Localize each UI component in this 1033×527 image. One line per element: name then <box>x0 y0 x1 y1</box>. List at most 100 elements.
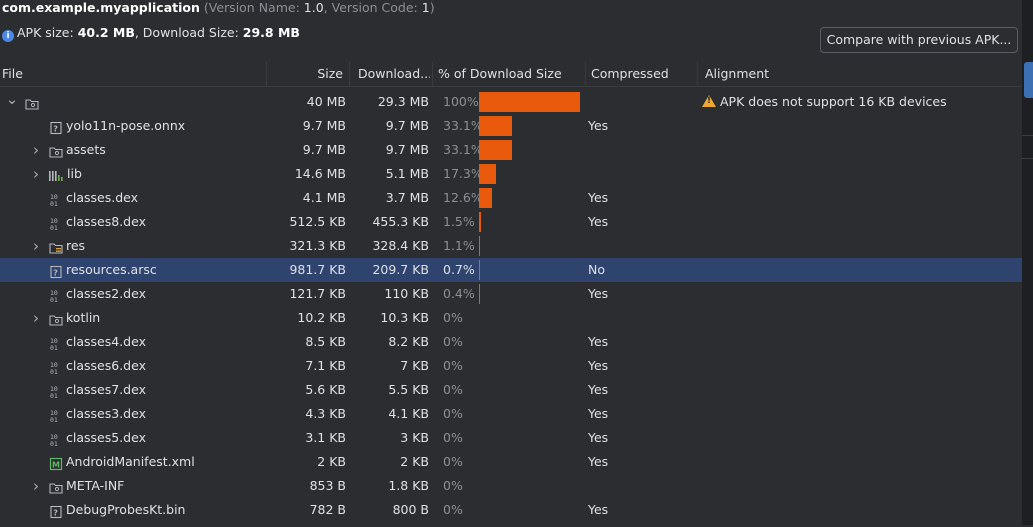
chevron-right-icon[interactable]: › <box>33 237 39 255</box>
folder-icon <box>49 311 63 326</box>
svg-text:10: 10 <box>50 385 58 393</box>
file-name: classes.dex <box>66 190 139 205</box>
table-row[interactable]: › assets 9.7 MB 9.7 MB 33.1% <box>0 138 1022 162</box>
column-divider[interactable] <box>266 62 267 86</box>
file-name: classes3.dex <box>66 406 146 421</box>
svg-text:01: 01 <box>50 416 58 423</box>
unknown-file-icon: ? <box>49 119 63 135</box>
folder-icon <box>49 479 63 494</box>
dex-icon: 10 01 <box>49 215 63 232</box>
svg-text:?: ? <box>53 268 58 277</box>
table-row[interactable]: › kotlin 10.2 KB 10.3 KB 0% <box>0 306 1022 330</box>
download-size-bar <box>479 116 512 136</box>
column-header-percent[interactable]: % of Download Size <box>438 66 562 81</box>
download-size-value: 5.1 MB <box>385 166 429 181</box>
percent-value: 0.7% <box>443 262 475 277</box>
size-value: 10.2 KB <box>297 310 346 325</box>
chevron-right-icon[interactable]: › <box>33 477 39 495</box>
percent-value: 0% <box>443 478 463 493</box>
column-divider[interactable] <box>697 62 698 86</box>
column-header-compressed[interactable]: Compressed <box>591 66 669 81</box>
percent-value: 0% <box>443 334 463 349</box>
percent-value: 0% <box>443 454 463 469</box>
size-value: 782 B <box>309 502 346 517</box>
file-name: lib <box>67 166 82 181</box>
divider <box>1022 158 1033 159</box>
table-row[interactable]: ? resources.arsc 981.7 KB 209.7 KB 0.7% No <box>0 258 1022 282</box>
column-headers: File Size Download... % of Download Size… <box>0 62 1022 87</box>
download-size-value: 110 KB <box>384 286 429 301</box>
size-value: 5.6 KB <box>305 382 346 397</box>
size-value: 853 B <box>309 478 346 493</box>
apk-title: com.example.myapplication (Version Name:… <box>2 0 435 15</box>
unknown-file-icon: ? <box>49 263 63 279</box>
percent-value: 0% <box>443 406 463 421</box>
percent-value: 33.1% <box>443 118 483 133</box>
table-row[interactable]: ? DebugProbesKt.bin 782 B 800 B 0% Yes <box>0 498 1022 522</box>
table-row[interactable]: › res 321.3 KB 328.4 KB 1.1% <box>0 234 1022 258</box>
file-name: assets <box>66 142 106 157</box>
table-row[interactable]: 10 01 classes6.dex 7.1 KB 7 KB 0% Yes <box>0 354 1022 378</box>
download-size-value: 29.8 MB <box>242 25 300 40</box>
size-value: 4.3 KB <box>305 406 346 421</box>
table-row[interactable]: › lib 14.6 MB 5.1 MB 17.3% <box>0 162 1022 186</box>
table-row[interactable]: 10 01 classes3.dex 4.3 KB 4.1 KB 0% Yes <box>0 402 1022 426</box>
version-code: 1 <box>421 0 430 15</box>
download-size-bar <box>479 284 480 304</box>
table-row[interactable]: ? yolo11n-pose.onnx 9.7 MB 9.7 MB 33.1% Yes <box>0 114 1022 138</box>
compressed-value: No <box>588 262 605 277</box>
chevron-down-icon[interactable]: ⌄ <box>5 90 19 108</box>
percent-value: 17.3% <box>443 166 483 181</box>
side-tool-tab[interactable] <box>1024 62 1033 98</box>
size-value: 512.5 KB <box>289 214 346 229</box>
table-row[interactable]: ⌄ 40 MB 29.3 MB 100%! APK does not support 1… <box>0 90 1022 114</box>
svg-text:M: M <box>52 461 60 470</box>
file-tree-table[interactable]: ⌄ 40 MB 29.3 MB 100%! APK does not support 1… <box>0 90 1022 522</box>
table-row[interactable]: 10 01 classes8.dex 512.5 KB 455.3 KB 1.5% Yes <box>0 210 1022 234</box>
column-header-download[interactable]: Download... <box>358 66 430 81</box>
size-value: 4.1 MB <box>302 190 346 205</box>
file-name: classes7.dex <box>66 382 146 397</box>
column-divider[interactable] <box>349 62 350 86</box>
chevron-right-icon[interactable]: › <box>33 141 39 159</box>
size-value: 9.7 MB <box>302 142 346 157</box>
svg-text:?: ? <box>53 124 58 133</box>
file-name: META-INF <box>66 478 125 493</box>
table-row[interactable]: › META-INF 853 B 1.8 KB 0% <box>0 474 1022 498</box>
download-size-bar <box>479 92 580 112</box>
column-header-alignment[interactable]: Alignment <box>705 66 770 81</box>
svg-text:10: 10 <box>50 289 58 297</box>
dex-icon: 10 01 <box>49 383 63 400</box>
chevron-right-icon[interactable]: › <box>33 165 39 183</box>
column-header-file[interactable]: File <box>2 66 23 81</box>
column-header-size[interactable]: Size <box>317 66 343 81</box>
file-name: res <box>66 238 86 253</box>
compressed-value: Yes <box>588 286 609 301</box>
table-row[interactable]: 10 01 classes5.dex 3.1 KB 3 KB 0% Yes <box>0 426 1022 450</box>
svg-text:10: 10 <box>50 337 58 345</box>
percent-value: 0% <box>443 310 463 325</box>
alignment-text: APK does not support 16 KB devices <box>720 94 947 109</box>
compressed-value: Yes <box>588 190 609 205</box>
table-row[interactable]: 10 01 classes.dex 4.1 MB 3.7 MB 12.6% Yes <box>0 186 1022 210</box>
percent-value: 33.1% <box>443 142 483 157</box>
table-row[interactable]: 10 01 classes4.dex 8.5 KB 8.2 KB 0% Yes <box>0 330 1022 354</box>
svg-text:10: 10 <box>50 409 58 417</box>
svg-text:10: 10 <box>50 361 58 369</box>
svg-text:10: 10 <box>50 217 58 225</box>
download-size-value: 209.7 KB <box>372 262 429 277</box>
column-divider[interactable] <box>432 62 433 86</box>
table-row[interactable]: 10 01 classes7.dex 5.6 KB 5.5 KB 0% Yes <box>0 378 1022 402</box>
dex-icon: 10 01 <box>49 431 63 448</box>
file-name: DebugProbesKt.bin <box>66 502 186 517</box>
table-row[interactable]: 10 01 classes2.dex 121.7 KB 110 KB 0.4% Yes <box>0 282 1022 306</box>
chevron-right-icon[interactable]: › <box>33 309 39 327</box>
warning-icon: ! <box>702 95 716 107</box>
compare-apk-button[interactable]: Compare with previous APK... <box>820 27 1018 53</box>
svg-text:01: 01 <box>50 224 58 231</box>
percent-value: 12.6% <box>443 190 483 205</box>
divider <box>1022 135 1033 136</box>
res-folder-icon <box>49 239 63 254</box>
column-divider[interactable] <box>585 62 586 86</box>
table-row[interactable]: M AndroidManifest.xml 2 KB 2 KB 0% Yes <box>0 450 1022 474</box>
